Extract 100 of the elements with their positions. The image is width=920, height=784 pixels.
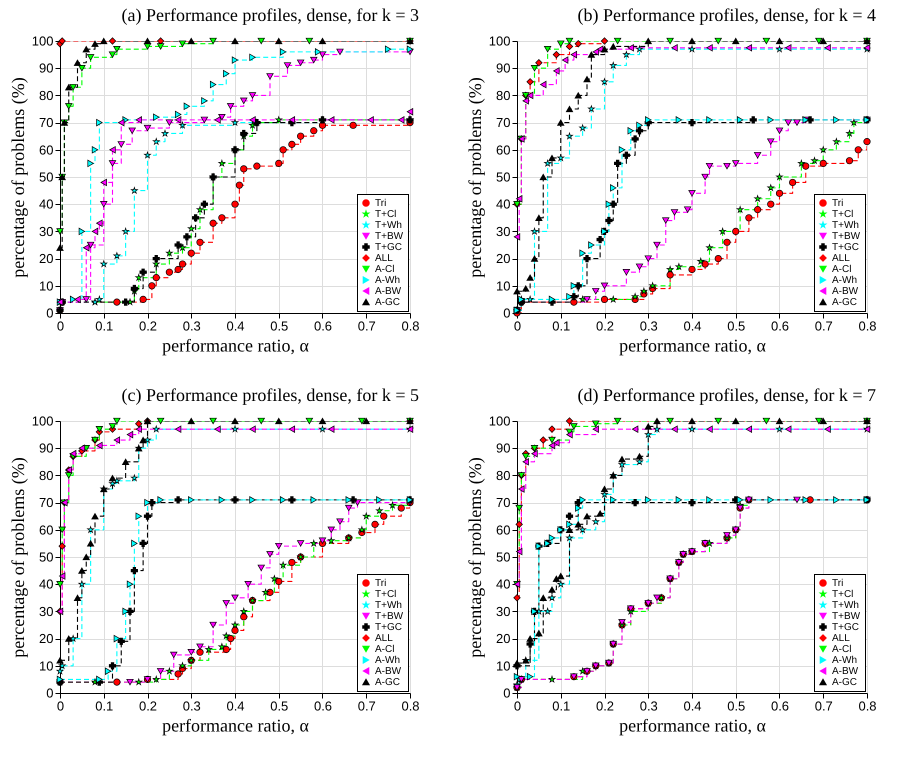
- legend-label: A-Wh: [375, 275, 400, 286]
- x-tick-label: 0.5: [270, 318, 288, 334]
- legend-label: A-BW: [832, 666, 859, 677]
- legend-label: ALL: [375, 633, 394, 644]
- legend-label: ALL: [375, 253, 394, 264]
- x-tick-label: 0.7: [358, 318, 376, 334]
- y-tick-label: 70: [39, 495, 54, 510]
- y-tick-label: 0: [503, 306, 510, 320]
- legend-label: T+GC: [832, 622, 859, 633]
- legend-label: A-Wh: [832, 275, 857, 286]
- x-tick-label: 0.3: [182, 318, 201, 334]
- legend-label: T+Wh: [832, 600, 859, 611]
- y-tick-label: 20: [496, 251, 510, 266]
- y-tick-label: 90: [496, 60, 510, 76]
- y-tick-label: 40: [39, 196, 54, 212]
- legend-label: A-GC: [832, 677, 857, 688]
- y-tick-label: 90: [39, 440, 54, 456]
- x-tick-label: 0.4: [683, 318, 702, 334]
- y-tick-label: 40: [496, 196, 510, 212]
- legend-label: T+Cl: [832, 209, 854, 220]
- y-tick-label: 30: [496, 224, 510, 239]
- legend-label: T+Wh: [375, 220, 402, 231]
- legend-label: A-BW: [832, 286, 859, 297]
- legend-label: T+Cl: [375, 589, 396, 600]
- x-tick-label: 0.6: [314, 698, 332, 714]
- legend-label: T+GC: [375, 242, 402, 253]
- legend-label: T+BW: [832, 231, 861, 242]
- y-tick-label: 0: [46, 686, 54, 700]
- y-tick-label: 20: [496, 631, 510, 646]
- y-tick-label: 80: [496, 88, 510, 103]
- y-tick-label: 100: [32, 34, 54, 48]
- x-tick-label: 0.2: [138, 698, 158, 714]
- y-tick-label: 70: [39, 115, 54, 130]
- x-axis-title: performance ratio, α: [162, 716, 310, 736]
- legend-label: A-GC: [375, 297, 400, 308]
- x-axis-title: performance ratio, α: [619, 716, 766, 736]
- x-tick-label: 0.6: [770, 318, 790, 334]
- y-tick-label: 80: [39, 468, 54, 483]
- legend-label: T+Cl: [832, 589, 854, 600]
- x-tick-label: 0: [56, 698, 64, 714]
- y-tick-label: 70: [496, 115, 510, 130]
- legend-label: T+Wh: [832, 220, 859, 231]
- y-tick-label: 40: [496, 576, 510, 592]
- legend-label: T+BW: [832, 611, 861, 622]
- x-tick-label: 0.5: [270, 698, 288, 714]
- legend-label: T+GC: [832, 242, 859, 253]
- y-tick-label: 90: [39, 60, 54, 76]
- x-tick-label: 0.8: [401, 318, 420, 334]
- y-tick-label: 50: [496, 550, 510, 564]
- x-tick-label: 0.1: [552, 698, 570, 714]
- x-tick-label: 0.7: [358, 698, 376, 714]
- y-tick-label: 10: [496, 278, 510, 294]
- y-axis-title: percentage of problems (%): [8, 77, 28, 278]
- y-tick-label: 20: [39, 251, 54, 266]
- y-tick-label: 100: [32, 414, 54, 428]
- y-tick-label: 80: [496, 468, 510, 483]
- legend-label: T+Cl: [375, 209, 396, 220]
- y-tick-label: 10: [39, 658, 54, 674]
- y-tick-label: 50: [39, 550, 54, 564]
- legend-label: Tri: [832, 198, 844, 209]
- y-tick-label: 0: [46, 306, 54, 320]
- legend-label: A-Wh: [375, 655, 400, 666]
- y-tick-label: 70: [496, 495, 510, 510]
- legend-label: T+BW: [375, 611, 404, 622]
- y-tick-label: 60: [39, 522, 54, 538]
- x-axis-title: performance ratio, α: [162, 336, 310, 356]
- y-tick-label: 30: [39, 604, 54, 619]
- y-axis-title: percentage of problems (%): [464, 457, 485, 658]
- x-tick-label: 0.6: [770, 698, 790, 714]
- legend-label: T+GC: [375, 622, 402, 633]
- legend-label: ALL: [832, 633, 850, 644]
- x-tick-label: 0.8: [401, 698, 420, 714]
- x-tick-label: 0.4: [226, 318, 245, 334]
- x-tick-label: 0.8: [858, 318, 877, 334]
- y-tick-label: 50: [496, 170, 510, 184]
- x-tick-label: 0.3: [182, 698, 201, 714]
- legend-label: T+BW: [375, 231, 404, 242]
- y-tick-label: 30: [496, 604, 510, 619]
- x-tick-label: 0.4: [683, 698, 702, 714]
- legend-label: A-BW: [375, 666, 402, 677]
- legend-label: A-Cl: [375, 644, 394, 655]
- chart-title: (d) Performance profiles, dense, for k = 7: [577, 385, 876, 405]
- x-tick-label: 0.2: [596, 318, 614, 334]
- x-tick-label: 0.1: [95, 698, 114, 714]
- y-tick-label: 30: [39, 224, 54, 239]
- x-tick-label: 0.5: [727, 318, 746, 334]
- x-tick-label: 0.2: [138, 318, 158, 334]
- y-tick-label: 60: [39, 142, 54, 158]
- y-tick-label: 90: [496, 440, 510, 456]
- legend-label: A-GC: [832, 297, 857, 308]
- legend-label: T+Wh: [375, 600, 402, 611]
- y-tick-label: 0: [503, 686, 510, 700]
- y-tick-label: 20: [39, 631, 54, 646]
- x-tick-label: 0.6: [314, 318, 332, 334]
- x-tick-label: 0.3: [640, 698, 658, 714]
- chart-title: (a) Performance profiles, dense, for k = 3: [121, 5, 420, 25]
- y-tick-label: 40: [39, 576, 54, 592]
- x-tick-label: 0.4: [226, 698, 245, 714]
- legend-label: Tri: [375, 198, 386, 209]
- y-tick-label: 10: [496, 658, 510, 674]
